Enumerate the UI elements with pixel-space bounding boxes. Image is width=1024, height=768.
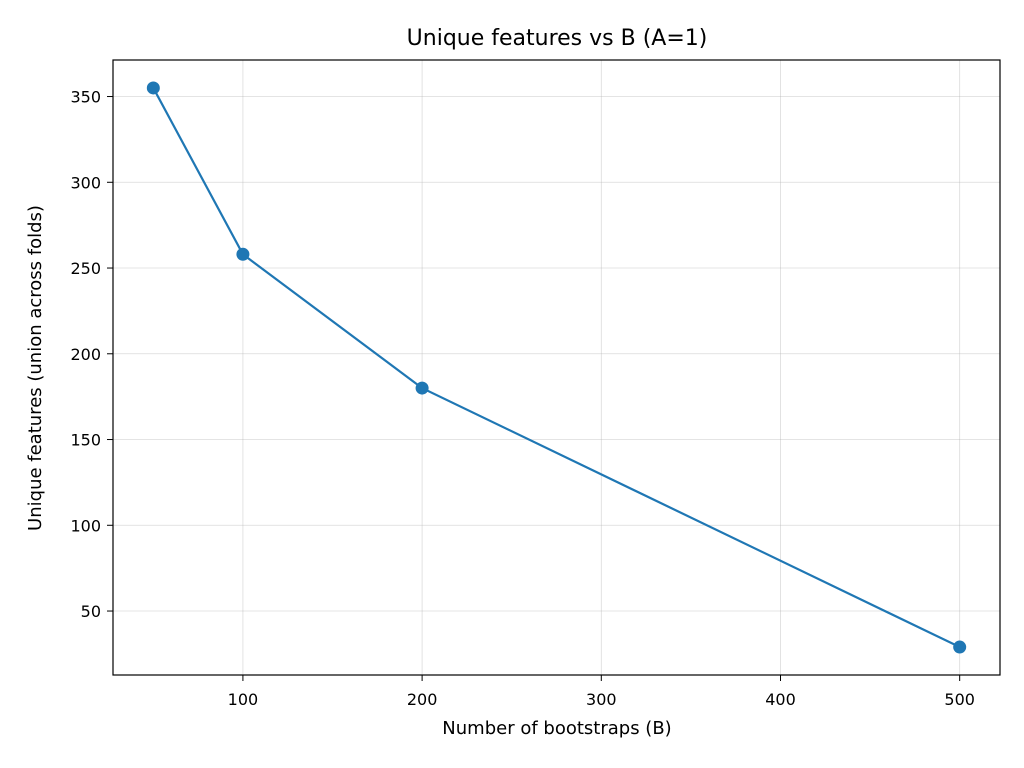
chart-title: Unique features vs B (A=1) <box>407 26 708 51</box>
y-tick-label: 250 <box>70 259 101 278</box>
y-tick-label: 150 <box>70 431 101 450</box>
data-point <box>146 81 160 95</box>
y-tick-label: 50 <box>81 602 101 621</box>
x-axis-label: Number of bootstraps (B) <box>442 718 671 739</box>
plot-frame <box>112 59 1001 676</box>
series-layer <box>146 81 967 654</box>
data-point <box>953 640 967 654</box>
x-tick-label: 400 <box>765 690 796 709</box>
y-axis-label: Unique features (union across folds) <box>25 205 46 531</box>
y-tick-label: 350 <box>70 88 101 107</box>
y-axis-ticks: 50 100 150 200 250 300 350 <box>70 88 113 621</box>
y-tick-label: 100 <box>70 516 101 535</box>
data-point <box>236 247 250 261</box>
x-tick-label: 200 <box>407 690 438 709</box>
x-tick-label: 100 <box>228 690 259 709</box>
data-point <box>415 381 429 395</box>
y-tick-label: 300 <box>70 173 101 192</box>
grid <box>113 60 1000 675</box>
x-tick-label: 300 <box>586 690 617 709</box>
y-tick-label: 200 <box>70 345 101 364</box>
series-line <box>152 87 961 649</box>
x-tick-label: 500 <box>944 690 975 709</box>
x-axis-ticks: 100 200 300 400 500 <box>228 675 975 709</box>
